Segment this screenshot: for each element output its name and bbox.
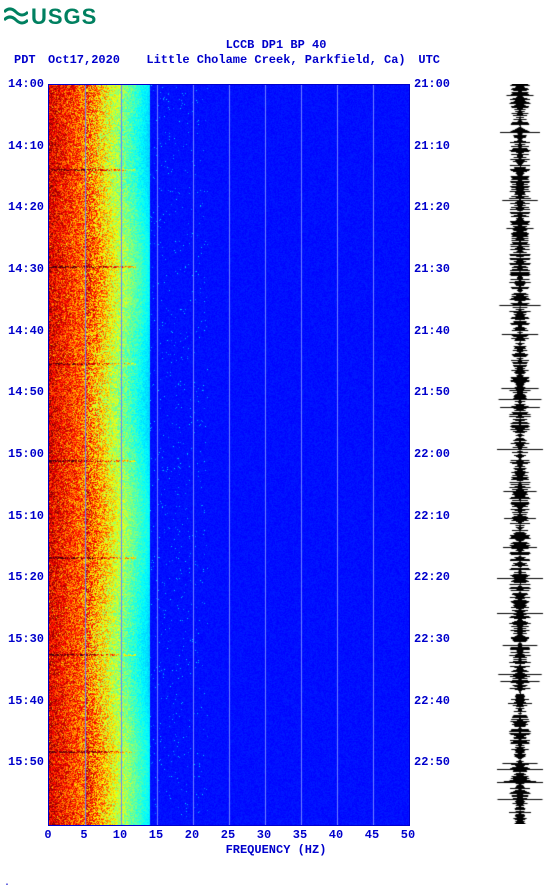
pdt-tick: 14:50 [8, 385, 44, 399]
utc-tick: 21:10 [414, 139, 464, 153]
utc-tick: 21:40 [414, 324, 464, 338]
utc-tick: 21:30 [414, 262, 464, 276]
pdt-tick: 14:10 [8, 139, 44, 153]
utc-tick: 22:20 [414, 570, 464, 584]
pdt-tick: 14:30 [8, 262, 44, 276]
usgs-logo: USGS [4, 4, 97, 30]
x-tick: 25 [221, 828, 235, 842]
wave-icon [4, 6, 28, 28]
utc-tick: 21:00 [414, 77, 464, 91]
utc-tick: 22:00 [414, 447, 464, 461]
x-tick: 50 [401, 828, 415, 842]
corner-mark: . [4, 878, 10, 889]
x-tick: 15 [149, 828, 163, 842]
pdt-tick: 15:20 [8, 570, 44, 584]
waveform-canvas [496, 84, 544, 824]
pdt-tick: 15:00 [8, 447, 44, 461]
pdt-tick: 15:50 [8, 755, 44, 769]
pdt-tick: 14:00 [8, 77, 44, 91]
chart-title: LCCB DP1 BP 40 [0, 38, 552, 52]
pdt-label: PDT [14, 53, 36, 67]
x-axis-label: FREQUENCY (HZ) [0, 843, 552, 857]
x-tick: 5 [80, 828, 87, 842]
x-tick: 0 [44, 828, 51, 842]
location-label: Little Cholame Creek, Parkfield, Ca) [146, 53, 405, 67]
utc-tick: 21:50 [414, 385, 464, 399]
pdt-tick: 15:10 [8, 509, 44, 523]
x-tick: 35 [293, 828, 307, 842]
x-tick: 30 [257, 828, 271, 842]
spectrogram-plot [48, 84, 410, 826]
utc-tick: 22:50 [414, 755, 464, 769]
x-tick: 40 [329, 828, 343, 842]
utc-tick: 21:20 [414, 200, 464, 214]
pdt-tick: 14:20 [8, 200, 44, 214]
usgs-text: USGS [31, 4, 97, 30]
utc-tick: 22:10 [414, 509, 464, 523]
x-tick: 45 [365, 828, 379, 842]
waveform-panel [496, 84, 544, 824]
pdt-tick: 14:40 [8, 324, 44, 338]
utc-label: UTC [418, 53, 440, 67]
pdt-tick: 15:30 [8, 632, 44, 646]
spectrogram-canvas [49, 85, 409, 825]
date-label: Oct17,2020 [48, 53, 120, 67]
utc-tick: 22:40 [414, 694, 464, 708]
utc-tick: 22:30 [414, 632, 464, 646]
x-tick: 20 [185, 828, 199, 842]
pdt-tick: 15:40 [8, 694, 44, 708]
chart-subtitle: PDT Oct17,2020 Little Cholame Creek, Par… [0, 53, 552, 67]
x-tick: 10 [113, 828, 127, 842]
